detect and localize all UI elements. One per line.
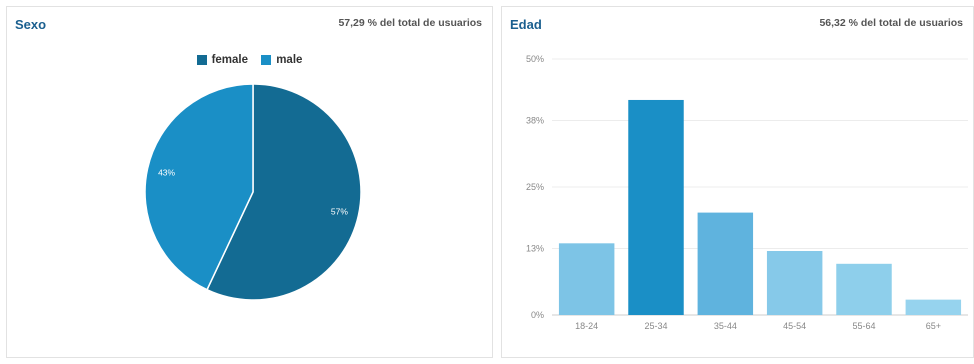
x-tick-label: 25-34	[644, 321, 667, 331]
bar-45-54[interactable]	[766, 251, 823, 315]
gender-panel-title: Sexo	[15, 17, 47, 32]
pie-slice-female[interactable]	[206, 83, 362, 301]
gender-pie-chart: 57% 43%	[144, 83, 362, 301]
y-tick-label: 0%	[531, 310, 544, 320]
bar-55-64[interactable]	[836, 263, 892, 315]
x-tick-label: 35-44	[714, 321, 737, 331]
x-tick-label: 45-54	[783, 321, 806, 331]
x-tick-label: 65+	[926, 321, 941, 331]
legend-swatch-female	[196, 55, 207, 65]
gender-legend: female male	[7, 54, 492, 68]
age-panel-subtitle: 56,32 % del total de usuarios	[819, 17, 963, 29]
x-tick-label: 18-24	[575, 321, 598, 331]
bar-25-34[interactable]	[628, 99, 684, 316]
bar-18-24[interactable]	[558, 243, 615, 315]
age-panel: Edad 56,32 % del total de usuarios 0% 13%…	[501, 6, 974, 358]
legend-label-male: male	[276, 54, 303, 66]
legend-item-female[interactable]: female	[196, 54, 248, 66]
pie-slice-male[interactable]	[144, 83, 254, 291]
bar-35-44[interactable]	[697, 212, 754, 315]
age-bar-chart: 0% 13% 25% 38% 50% 18-24 25-34 35-44 45-54 55-64 6…	[526, 54, 968, 331]
bar-65+[interactable]	[905, 299, 962, 315]
legend-item-male[interactable]: male	[261, 54, 302, 66]
legend-label-female: female	[211, 54, 248, 66]
y-tick-label: 13%	[526, 243, 544, 253]
y-tick-label: 38%	[526, 115, 544, 125]
y-tick-label: 25%	[526, 182, 544, 192]
pie-label-female: 57%	[331, 206, 348, 216]
age-panel-title: Edad	[510, 17, 542, 32]
pie-label-male: 43%	[158, 168, 175, 178]
x-tick-label: 55-64	[852, 321, 875, 331]
gender-panel-subtitle: 57,29 % del total de usuarios	[338, 17, 482, 29]
gender-panel: Sexo 57,29 % del total de usuarios femal…	[6, 6, 493, 358]
legend-swatch-male	[261, 55, 272, 65]
y-tick-label: 50%	[526, 54, 544, 64]
